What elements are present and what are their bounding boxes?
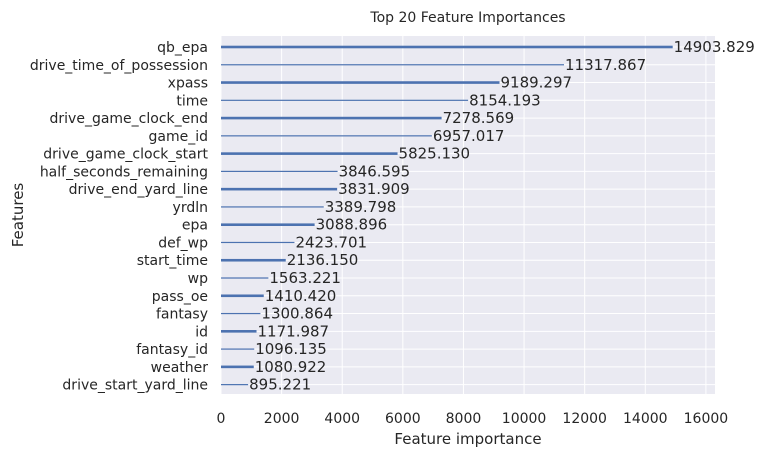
- bar: [221, 81, 500, 84]
- bar-value-label: 1300.864: [261, 305, 333, 323]
- bar: [221, 135, 432, 137]
- y-tick-label: drive_game_clock_end: [50, 111, 208, 127]
- y-tick-label: drive_time_of_possession: [30, 58, 208, 74]
- x-tick-label: 10000: [502, 411, 547, 427]
- bar: [221, 99, 469, 101]
- bar-value-label: 1080.922: [255, 358, 327, 376]
- y-tick-label: epa: [182, 218, 208, 234]
- y-tick-label: drive_game_clock_start: [43, 147, 208, 163]
- bar: [221, 152, 398, 155]
- bar-value-label: 3831.909: [338, 180, 410, 198]
- bar: [221, 64, 565, 66]
- plot-background: [221, 36, 715, 394]
- bar: [221, 312, 261, 315]
- bar-value-label: 1410.420: [265, 287, 337, 305]
- y-tick-label: half_seconds_remaining: [40, 164, 208, 180]
- bar-value-label: 1096.135: [255, 340, 327, 358]
- bar: [221, 384, 249, 386]
- bar-value-labels: 14903.829 11317.8679189.2978154.1937278.5…: [249, 38, 755, 394]
- y-tick-label: yrdln: [173, 200, 208, 216]
- bar: [221, 365, 254, 369]
- y-tick-label: time: [176, 93, 208, 109]
- bar: [221, 223, 315, 226]
- bar-value-label: 2423.701: [295, 233, 367, 251]
- bar-value-label: 3088.896: [316, 216, 388, 234]
- bar-value-label: 1563.221: [269, 269, 341, 287]
- bar: [221, 187, 338, 191]
- bar-value-label: 2136.150: [287, 251, 359, 269]
- y-tick-label: drive_start_yard_line: [62, 378, 208, 394]
- x-tick-label: 4000: [324, 411, 360, 427]
- x-tick-label: 6000: [385, 411, 421, 427]
- bar-value-label: 9189.297: [500, 74, 572, 92]
- bar: [221, 241, 295, 244]
- y-tick-label: def_wp: [158, 235, 208, 251]
- bar: [221, 170, 338, 172]
- y-tick-label: qb_epa: [157, 40, 208, 56]
- x-axis-title: Feature importance: [394, 430, 541, 448]
- x-tick-label: 16000: [684, 411, 729, 427]
- bar-value-label: 3846.595: [339, 162, 411, 180]
- x-tick-label: 0: [217, 411, 226, 427]
- x-tick-label: 12000: [562, 411, 607, 427]
- x-tick-label: 14000: [623, 411, 668, 427]
- x-tick-labels: 0 2000 4000 6000 8000 10000 12000 14000 16000: [217, 411, 729, 427]
- bar-value-label: 6957.017: [433, 127, 505, 145]
- y-tick-label: fantasy_id: [136, 342, 208, 358]
- bar-value-label: 7278.569: [443, 109, 515, 127]
- y-tick-label: xpass: [168, 76, 208, 92]
- y-tick-label: id: [195, 324, 208, 340]
- x-tick-label: 8000: [446, 411, 482, 427]
- y-tick-label: fantasy: [156, 307, 208, 323]
- bar: [221, 348, 255, 350]
- y-tick-label: start_time: [137, 253, 208, 269]
- bar: [221, 116, 442, 120]
- bar: [221, 45, 673, 49]
- bar-value-label: 5825.130: [399, 145, 471, 163]
- bar: [221, 277, 269, 279]
- y-tick-label: drive_end_yard_line: [69, 182, 208, 198]
- y-tick-label: weather: [151, 360, 209, 376]
- bar-value-label: 3389.798: [325, 198, 397, 216]
- bar: [221, 206, 324, 208]
- y-tick-label: game_id: [149, 129, 209, 145]
- y-tick-label: pass_oe: [152, 289, 208, 305]
- bar: [221, 258, 286, 262]
- bar: [221, 294, 264, 298]
- bar-value-label: 8154.193: [469, 91, 541, 109]
- chart-title: Top 20 Feature Importances: [369, 10, 565, 26]
- bar-value-label: 895.221: [249, 376, 311, 394]
- bar-value-label: 11317.867: [565, 56, 646, 74]
- y-tick-label: wp: [188, 271, 208, 287]
- bar-value-label: 1171.987: [258, 322, 330, 340]
- y-axis-title: Features: [9, 183, 27, 248]
- bars: [221, 45, 673, 386]
- bar: [221, 330, 257, 333]
- bar-value-label: 14903.829: [674, 38, 755, 56]
- x-tick-label: 2000: [264, 411, 300, 427]
